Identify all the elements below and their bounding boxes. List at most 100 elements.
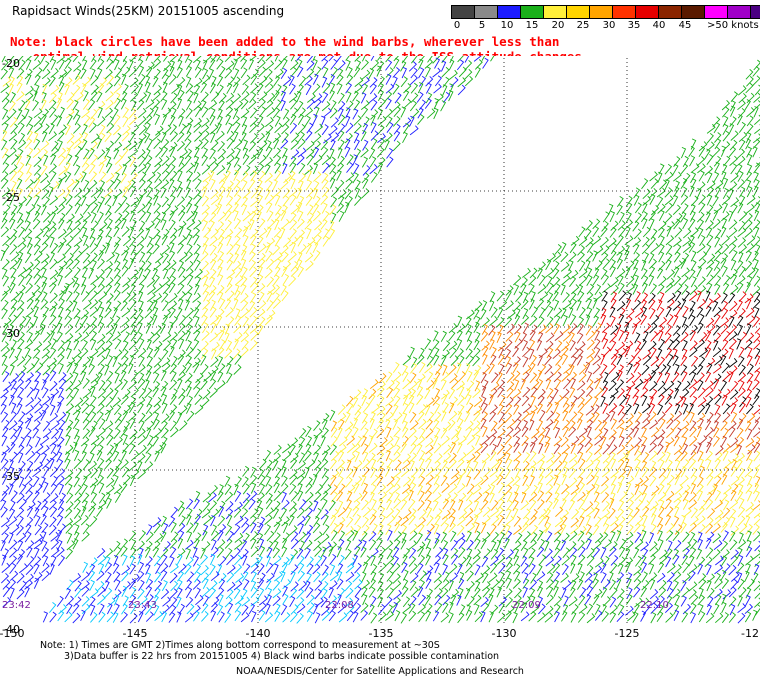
wind-barb [424, 388, 431, 400]
wind-barb [89, 452, 95, 464]
wind-barb [386, 498, 393, 511]
wind-barb [32, 100, 39, 112]
wind-barb [722, 427, 729, 439]
wind-barb [72, 515, 82, 526]
wind-barb [2, 76, 12, 87]
wind-barb [354, 138, 360, 151]
wind-barb [155, 146, 163, 158]
wind-barb [537, 490, 545, 502]
wind-barb [408, 489, 414, 501]
wind-barb [675, 306, 682, 318]
wind-barb [177, 205, 186, 216]
wind-barb [322, 450, 329, 462]
wind-barb [216, 122, 222, 134]
wind-barb [633, 522, 641, 534]
wind-barb [336, 475, 344, 487]
wind-barb [537, 499, 545, 510]
wind-barb [409, 443, 417, 454]
wind-barb [72, 300, 78, 312]
wind-barb [40, 313, 47, 325]
wind-barb [610, 555, 619, 566]
wind-barb [65, 403, 75, 414]
wind-barb [696, 506, 705, 517]
wind-barb [82, 356, 91, 368]
wind-barb [480, 330, 489, 342]
wind-barb [504, 484, 513, 496]
wind-barb [50, 483, 58, 495]
wind-barb [640, 435, 648, 447]
wind-barb [402, 476, 412, 487]
wind-barb [337, 500, 344, 512]
wind-barb [696, 211, 705, 223]
wind-barb [304, 219, 313, 230]
wind-barb [505, 476, 515, 487]
wind-barb [65, 434, 71, 446]
wind-barb [393, 395, 401, 407]
wind-barb [272, 588, 282, 599]
wind-barb [65, 380, 74, 392]
wind-barb [128, 339, 137, 351]
wind-barb [178, 388, 186, 399]
wind-barb [209, 553, 216, 565]
wind-barb [50, 84, 60, 95]
wind-barb [738, 401, 746, 413]
wind-barb [649, 434, 658, 446]
wind-barb [673, 540, 682, 551]
wind-barb [258, 227, 268, 238]
wind-barb [153, 56, 161, 63]
wind-barb [18, 316, 27, 327]
wind-barb [688, 492, 697, 503]
wind-barb [49, 251, 56, 263]
wind-barb [642, 514, 648, 526]
wind-barb [682, 490, 690, 502]
wind-barb [218, 505, 225, 518]
wind-barb [680, 388, 690, 400]
wind-barb [112, 442, 119, 455]
wind-barb [721, 394, 728, 406]
wind-barb [272, 107, 281, 119]
wind-barb [90, 467, 99, 479]
wind-barb [56, 115, 63, 127]
wind-barb [592, 297, 598, 309]
wind-barb [153, 105, 159, 117]
wind-barb [736, 148, 746, 159]
wind-barb [266, 219, 275, 230]
wind-barb [448, 458, 457, 470]
wind-barb [56, 331, 63, 343]
wind-barb [96, 570, 105, 581]
wind-barb [312, 563, 321, 575]
wind-barb [216, 221, 225, 232]
wind-barb [34, 122, 43, 133]
wind-barb [19, 563, 28, 574]
wind-barb [200, 340, 209, 352]
wind-barb [602, 443, 611, 455]
wind-barb [400, 76, 408, 88]
wind-barb [65, 492, 74, 504]
wind-barb [690, 227, 699, 238]
wind-barb [448, 579, 454, 591]
wind-barb [544, 540, 550, 552]
wind-barb [433, 354, 440, 366]
wind-barb [226, 130, 235, 142]
wind-barb [41, 291, 48, 303]
legend-swatch [474, 5, 498, 19]
wind-barb [121, 565, 131, 576]
wind-barb [235, 573, 245, 583]
wind-barb [41, 445, 50, 455]
wind-barb [234, 354, 242, 365]
wind-barb [737, 372, 747, 383]
wind-barb [505, 300, 514, 311]
wind-barb [315, 483, 324, 495]
wind-barb [72, 441, 78, 453]
wind-barb [578, 275, 588, 287]
wind-barb [640, 460, 648, 472]
wind-barb [275, 258, 282, 270]
wind-barb [546, 282, 554, 294]
wind-barb [466, 555, 472, 567]
wind-barb [121, 379, 128, 390]
wind-barb [753, 563, 760, 576]
wind-barb [145, 322, 152, 334]
wind-barb [649, 308, 656, 320]
wind-barb [2, 285, 11, 296]
wind-barb [177, 89, 185, 101]
